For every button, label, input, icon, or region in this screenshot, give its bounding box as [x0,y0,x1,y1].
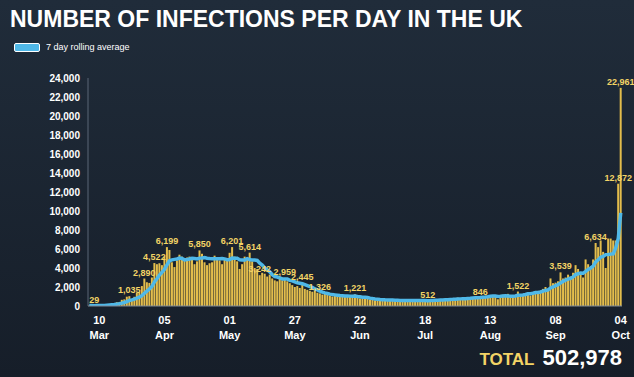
svg-text:1,522: 1,522 [507,281,530,291]
svg-text:Mar: Mar [90,329,110,341]
svg-text:Jun: Jun [350,329,370,341]
svg-text:16,000: 16,000 [49,149,80,160]
svg-text:6,000: 6,000 [55,244,80,255]
svg-text:1,326: 1,326 [309,282,332,292]
svg-text:5,614: 5,614 [238,242,261,252]
svg-text:4,000: 4,000 [55,263,80,274]
html-text:NUMBER OF INFECTIONS PER DAY I: NUMBER OF INFECTIONS PER DAY IN THE UK [10,6,523,32]
svg-text:1,221: 1,221 [344,283,367,293]
svg-text:10,000: 10,000 [49,206,80,217]
svg-text:2,445: 2,445 [291,272,314,282]
svg-text:Sep: Sep [545,329,565,341]
svg-text:Apr: Apr [155,329,175,341]
svg-text:22,961: 22,961 [607,77,634,87]
html-text:TOTAL 502,978: TOTAL 502,978 [479,345,622,370]
svg-text:20,000: 20,000 [49,111,80,122]
svg-text:3,242: 3,242 [248,264,271,274]
svg-text:18: 18 [419,314,431,326]
svg-text:2,890: 2,890 [133,268,156,278]
svg-text:12,000: 12,000 [49,187,80,198]
svg-text:6,199: 6,199 [156,236,179,246]
svg-text:3,539: 3,539 [549,261,572,271]
svg-text:May: May [219,329,241,341]
svg-text:2,959: 2,959 [273,266,296,277]
svg-text:May: May [284,329,306,341]
svg-text:1,035: 1,035 [118,285,141,295]
svg-text:04: 04 [615,314,628,326]
svg-text:24,000: 24,000 [49,73,80,84]
svg-text:Oct: Oct [612,329,631,341]
svg-text:4,522: 4,522 [143,252,166,262]
svg-text:512: 512 [420,290,435,300]
svg-text:08: 08 [549,314,561,326]
svg-text:29: 29 [89,295,99,305]
html-text:7 day rolling average: 7 day rolling average [46,42,130,52]
svg-text:8,000: 8,000 [55,225,80,236]
svg-text:6,634: 6,634 [584,232,607,242]
svg-text:10: 10 [93,314,105,326]
svg-text:6,201: 6,201 [220,236,244,247]
svg-text:27: 27 [289,314,301,326]
svg-text:12,872: 12,872 [604,173,632,183]
svg-text:5,850: 5,850 [188,239,211,249]
svg-text:14,000: 14,000 [49,168,80,179]
svg-text:13: 13 [484,314,496,326]
svg-text:Aug: Aug [480,329,501,341]
svg-text:0: 0 [74,301,80,312]
svg-text:846: 846 [473,287,488,297]
svg-text:05: 05 [158,314,170,326]
svg-text:22,000: 22,000 [49,92,80,103]
svg-text:18,000: 18,000 [49,130,80,141]
svg-text:Jul: Jul [417,329,433,341]
svg-text:01: 01 [224,314,236,326]
svg-text:22: 22 [354,314,366,326]
svg-text:2,000: 2,000 [55,282,80,293]
